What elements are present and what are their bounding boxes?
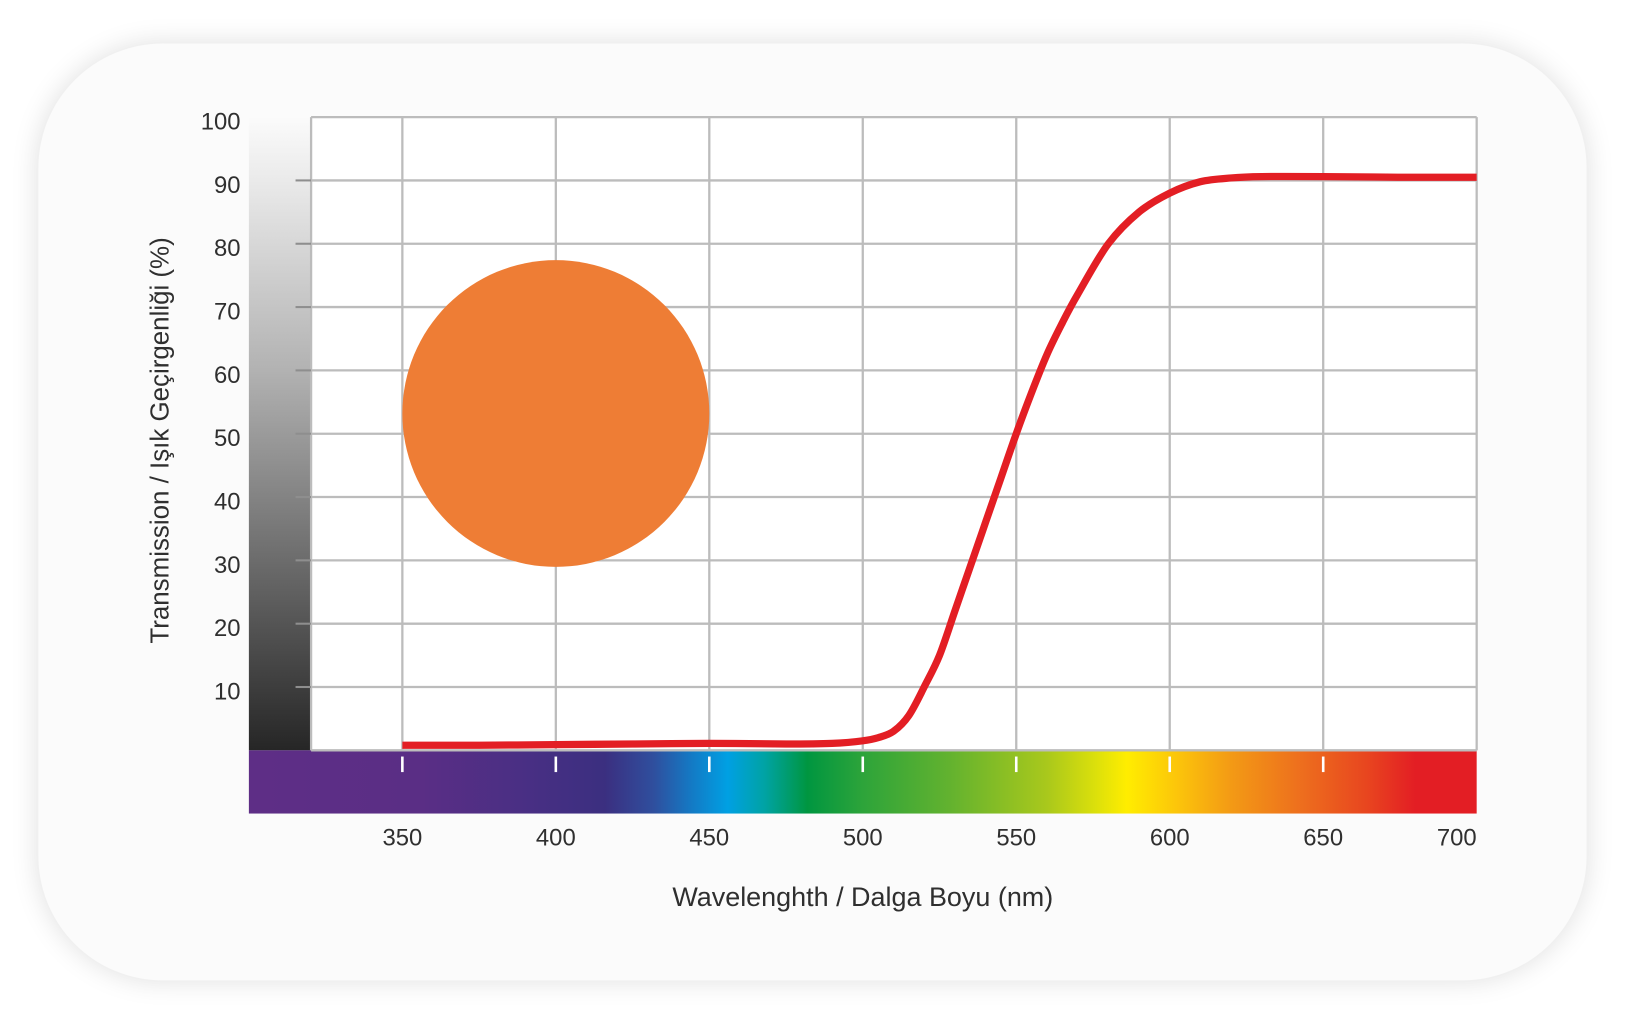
y-tick-label: 10	[214, 678, 241, 705]
y-tick-labels: 10 20 30 40 50 60 70 80 90 100	[201, 109, 241, 706]
y-tick-label: 100	[201, 109, 241, 136]
y-axis-title: Transmission / Işık Geçirgenliği (%)	[147, 237, 175, 643]
y-tick-label: 20	[214, 615, 241, 642]
x-axis-title: Wavelenghth / Dalga Boyu (nm)	[672, 882, 1053, 912]
transmission-curve	[402, 172, 1477, 749]
y-tick-label: 30	[214, 552, 241, 579]
y-tick-label: 60	[214, 362, 241, 389]
x-tick-label: 400	[536, 825, 576, 852]
x-tick-label: 550	[996, 825, 1036, 852]
y-tick-label: 40	[214, 488, 241, 515]
x-tick-label: 500	[843, 825, 883, 852]
x-tick-labels: 350 400 450 500 550 600 650 700	[382, 825, 1476, 852]
y-tick-label: 70	[214, 299, 241, 326]
x-tick-label: 650	[1303, 825, 1343, 852]
y-axis-ticks	[295, 179, 312, 689]
x-tick-label: 350	[382, 825, 422, 852]
y-tick-label: 90	[214, 172, 241, 199]
x-axis-ticks	[401, 756, 1325, 773]
x-tick-label: 700	[1437, 825, 1477, 852]
y-tick-label: 80	[214, 235, 241, 262]
filter-color-swatch	[402, 260, 710, 567]
y-tick-label: 50	[214, 425, 241, 452]
x-tick-label: 600	[1150, 825, 1190, 852]
x-tick-label: 450	[689, 825, 729, 852]
